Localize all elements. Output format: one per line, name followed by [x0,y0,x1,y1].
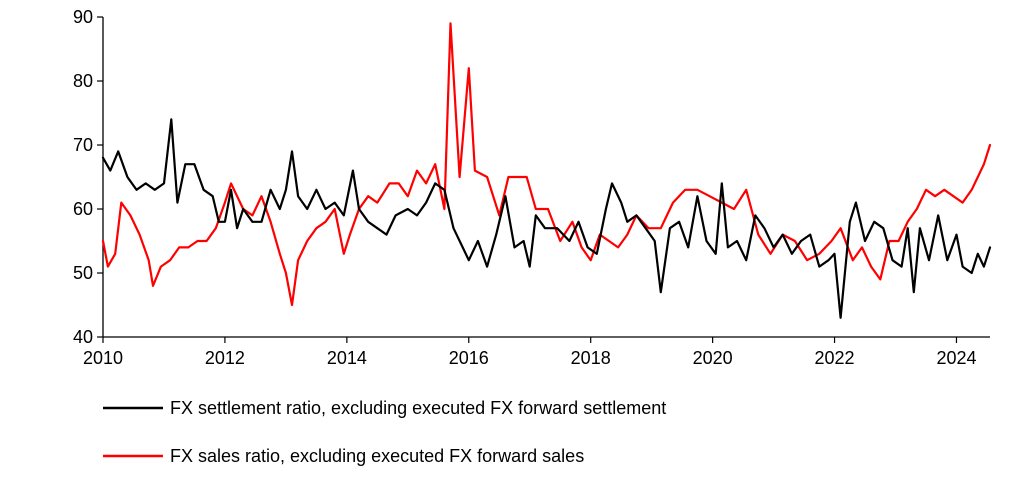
y-tick-label: 80 [73,71,93,91]
x-tick-label: 2022 [815,348,855,368]
y-tick-label: 90 [73,7,93,27]
x-tick-label: 2024 [936,348,976,368]
x-tick-label: 2020 [693,348,733,368]
y-tick-label: 70 [73,135,93,155]
legend: FX settlement ratio, excluding executed … [103,398,666,466]
x-tick-label: 2016 [449,348,489,368]
x-tick-label: 2014 [327,348,367,368]
y-tick-label: 50 [73,263,93,283]
legend-label-1: FX settlement ratio, excluding executed … [170,398,666,418]
series-group [101,22,992,319]
axes: 40 50 60 70 80 90 2010 2012 2014 2016 2018 2020 2022… [73,7,990,368]
y-tick-label: 60 [73,199,93,219]
x-tick-label: 2010 [83,348,123,368]
y-tick-label: 40 [73,327,93,347]
x-tick-label: 2012 [205,348,245,368]
series-line-1 [101,118,992,319]
series-line-2 [101,22,992,307]
legend-label-2: FX sales ratio, excluding executed FX fo… [170,446,584,466]
x-tick-label: 2018 [571,348,611,368]
